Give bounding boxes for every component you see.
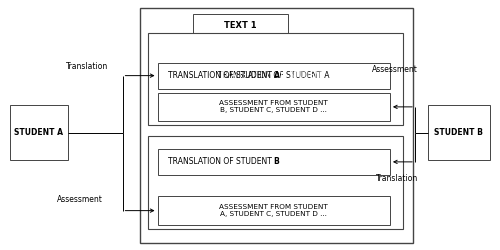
Bar xyxy=(192,14,288,36)
Bar xyxy=(140,8,412,242)
Bar xyxy=(428,105,490,160)
Bar xyxy=(148,32,402,125)
Text: TRANSLATION OF STUDENT: TRANSLATION OF STUDENT xyxy=(168,71,274,80)
Text: TEXT 1: TEXT 1 xyxy=(224,20,256,30)
Text: STUDENT B: STUDENT B xyxy=(434,128,483,137)
Bar xyxy=(158,196,390,225)
Text: Assessment: Assessment xyxy=(57,196,103,204)
Bar xyxy=(10,105,68,160)
Text: ASSESSMENT FROM STUDENT
A, STUDENT C, STUDENT D ...: ASSESSMENT FROM STUDENT A, STUDENT C, ST… xyxy=(220,204,328,217)
Bar xyxy=(158,92,390,121)
Text: Assessment: Assessment xyxy=(372,66,418,74)
Bar xyxy=(158,62,390,89)
Text: TRANSLATION OF STUDENT A: TRANSLATION OF STUDENT A xyxy=(218,71,330,80)
Text: TRANSLATION OF STUDENT: TRANSLATION OF STUDENT xyxy=(220,71,327,80)
Text: STUDENT A: STUDENT A xyxy=(14,128,63,137)
Bar xyxy=(148,136,402,229)
Text: Translation: Translation xyxy=(66,62,108,71)
Text: A: A xyxy=(274,71,280,80)
Text: Translation: Translation xyxy=(376,174,418,183)
Text: ASSESSMENT FROM STUDENT
B, STUDENT C, STUDENT D ...: ASSESSMENT FROM STUDENT B, STUDENT C, ST… xyxy=(220,100,328,114)
Text: B: B xyxy=(274,158,280,166)
Bar xyxy=(158,149,390,175)
Text: TRANSLATION OF STUDENT: TRANSLATION OF STUDENT xyxy=(168,158,274,166)
